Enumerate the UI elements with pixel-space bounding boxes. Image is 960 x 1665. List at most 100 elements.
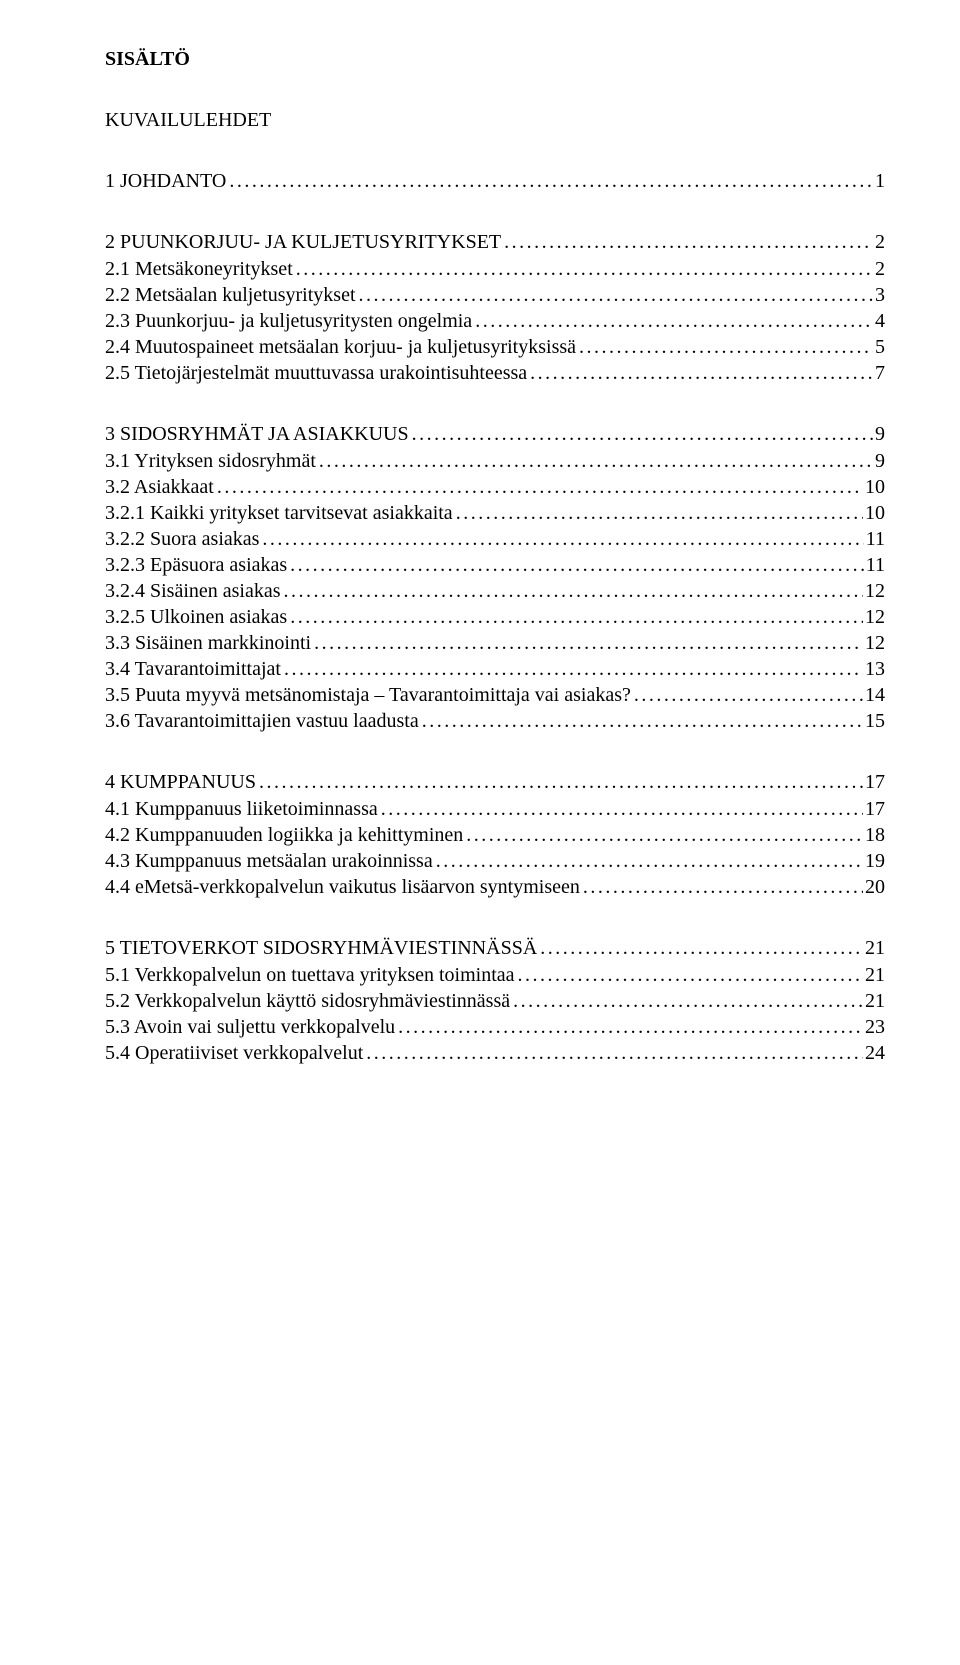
toc-row-label: 2.1 Metsäkoneyritykset [105,258,293,281]
dot-leader [537,937,863,960]
toc-row-label: 4.4 eMetsä-verkkopalvelun vaikutus lisäa… [105,876,580,899]
toc-row-page: 4 [873,310,885,333]
toc-heading-label: 4 KUMPPANUUS [105,771,256,794]
toc-row-label: 3.4 Tavarantoimittajat [105,658,281,681]
toc-row-page: 18 [863,824,885,847]
toc-row-page: 21 [863,990,885,1013]
toc-row: 4.4 eMetsä-verkkopalvelun vaikutus lisäa… [105,876,885,899]
toc-row-page: 10 [863,502,885,525]
section-heading: KUVAILULEHDET [105,109,885,132]
toc-heading-page: 17 [863,771,885,794]
toc-row: 4.2 Kumppanuuden logiikka ja kehittymine… [105,824,885,847]
toc-row-page: 20 [863,876,885,899]
dot-leader [363,1042,863,1065]
toc-row: 3.2.2 Suora asiakas 11 [105,528,885,551]
toc-heading-label: 2 PUUNKORJUU- JA KULJETUSYRITYKSET [105,231,501,254]
toc-row: 4.1 Kumppanuus liiketoiminnassa17 [105,798,885,821]
page-container: SISÄLTÖ KUVAILULEHDET 1 JOHDANTO1 2 PUUNK… [0,0,960,1128]
toc-row: 3.2.1 Kaikki yritykset tarvitsevat asiak… [105,502,885,525]
toc-heading-row: 4 KUMPPANUUS 17 [105,771,885,794]
toc-row-page: 23 [863,1016,885,1039]
toc-row: 2.2 Metsäalan kuljetusyritykset3 [105,284,885,307]
toc-row-page: 24 [863,1042,885,1065]
dot-leader [501,231,873,254]
toc-row-label: 5.2 Verkkopalvelun käyttö sidosryhmävies… [105,990,510,1013]
toc-row-label: 3.2 Asiakkaat [105,476,214,499]
toc-row: 5.4 Operatiiviset verkkopalvelut 24 [105,1042,885,1065]
toc-row-label: 3.3 Sisäinen markkinointi [105,632,311,655]
dot-leader [576,336,873,359]
toc-row-page: 21 [863,964,885,987]
toc-row-page: 12 [863,606,885,629]
toc-row: 3.2.3 Epäsuora asiakas11 [105,554,885,577]
toc-row: 5.1 Verkkopalvelun on tuettava yrityksen… [105,964,885,987]
toc-heading-page: 21 [863,937,885,960]
toc-row-page: 14 [863,684,885,707]
toc-row-page: 7 [873,362,885,385]
toc-heading-label: 5 TIETOVERKOT SIDOSRYHMÄVIESTINNÄSSÄ [105,937,537,960]
toc-heading-page: 9 [873,423,885,446]
toc-row-label: 5.4 Operatiiviset verkkopalvelut [105,1042,363,1065]
toc-row-label: 3.5 Puuta myyvä metsänomistaja – Tavaran… [105,684,631,707]
toc-row: 3.2 Asiakkaat 10 [105,476,885,499]
toc-row-page: 3 [873,284,885,307]
toc-row-label: 3.2.2 Suora asiakas [105,528,259,551]
toc-row-page: 13 [863,658,885,681]
toc-row: 2.4 Muutospaineet metsäalan korjuu- ja k… [105,336,885,359]
dot-leader [316,450,873,473]
dot-leader [515,964,863,987]
toc-row-label: 3.1 Yrityksen sidosryhmät [105,450,316,473]
toc-row-page: 19 [863,850,885,873]
toc-row-label: 4.3 Kumppanuus metsäalan urakoinnissa [105,850,433,873]
toc-heading-row: 3 SIDOSRYHMÄT JA ASIAKKUUS9 [105,423,885,446]
toc-row: 3.1 Yrityksen sidosryhmät 9 [105,450,885,473]
toc-row: 3.4 Tavarantoimittajat 13 [105,658,885,681]
toc-row-label: 3.2.4 Sisäinen asiakas [105,580,281,603]
toc-heading-row: 1 JOHDANTO1 [105,170,885,193]
toc-row-label: 5.1 Verkkopalvelun on tuettava yrityksen… [105,964,515,987]
toc-row: 2.3 Puunkorjuu- ja kuljetusyritysten ong… [105,310,885,333]
dot-leader [433,850,863,873]
toc-row: 3.5 Puuta myyvä metsänomistaja – Tavaran… [105,684,885,707]
dot-leader [409,423,873,446]
dot-leader [226,170,873,193]
toc-row-label: 2.4 Muutospaineet metsäalan korjuu- ja k… [105,336,576,359]
toc-row-page: 2 [873,258,885,281]
dot-leader [281,658,863,681]
dot-leader [311,632,863,655]
toc-heading-row: 2 PUUNKORJUU- JA KULJETUSYRITYKSET 2 [105,231,885,254]
toc-row-page: 10 [863,476,885,499]
dot-leader [472,310,873,333]
dot-leader [395,1016,863,1039]
toc-row: 2.5 Tietojärjestelmät muuttuvassa urakoi… [105,362,885,385]
dot-leader [453,502,863,525]
toc-row: 3.2.4 Sisäinen asiakas12 [105,580,885,603]
toc-row-page: 5 [873,336,885,359]
page-title: SISÄLTÖ [105,48,885,71]
dot-leader [287,606,863,629]
dot-leader [527,362,873,385]
toc-row: 5.2 Verkkopalvelun käyttö sidosryhmävies… [105,990,885,1013]
toc-row: 3.6 Tavarantoimittajien vastuu laadusta1… [105,710,885,733]
toc-heading-page: 1 [873,170,885,193]
dot-leader [287,554,864,577]
toc-heading-page: 2 [873,231,885,254]
toc-block: 1 JOHDANTO1 [105,170,885,193]
toc-row: 3.2.5 Ulkoinen asiakas12 [105,606,885,629]
toc-block: 4 KUMPPANUUS174.1 Kumppanuus liiketoimin… [105,771,885,899]
toc-row-page: 11 [864,528,885,551]
toc-row: 3.3 Sisäinen markkinointi12 [105,632,885,655]
toc-block: 3 SIDOSRYHMÄT JA ASIAKKUUS9 3.1 Yrityksen… [105,423,885,733]
toc-row: 2.1 Metsäkoneyritykset 2 [105,258,885,281]
toc-row-label: 3.2.1 Kaikki yritykset tarvitsevat asiak… [105,502,453,525]
toc-row-page: 9 [873,450,885,473]
dot-leader [281,580,863,603]
dot-leader [378,798,863,821]
toc-row-page: 15 [863,710,885,733]
dot-leader [293,258,873,281]
dot-leader [214,476,863,499]
dot-leader [463,824,863,847]
dot-leader [631,684,863,707]
dot-leader [256,771,863,794]
toc-row-page: 17 [863,798,885,821]
